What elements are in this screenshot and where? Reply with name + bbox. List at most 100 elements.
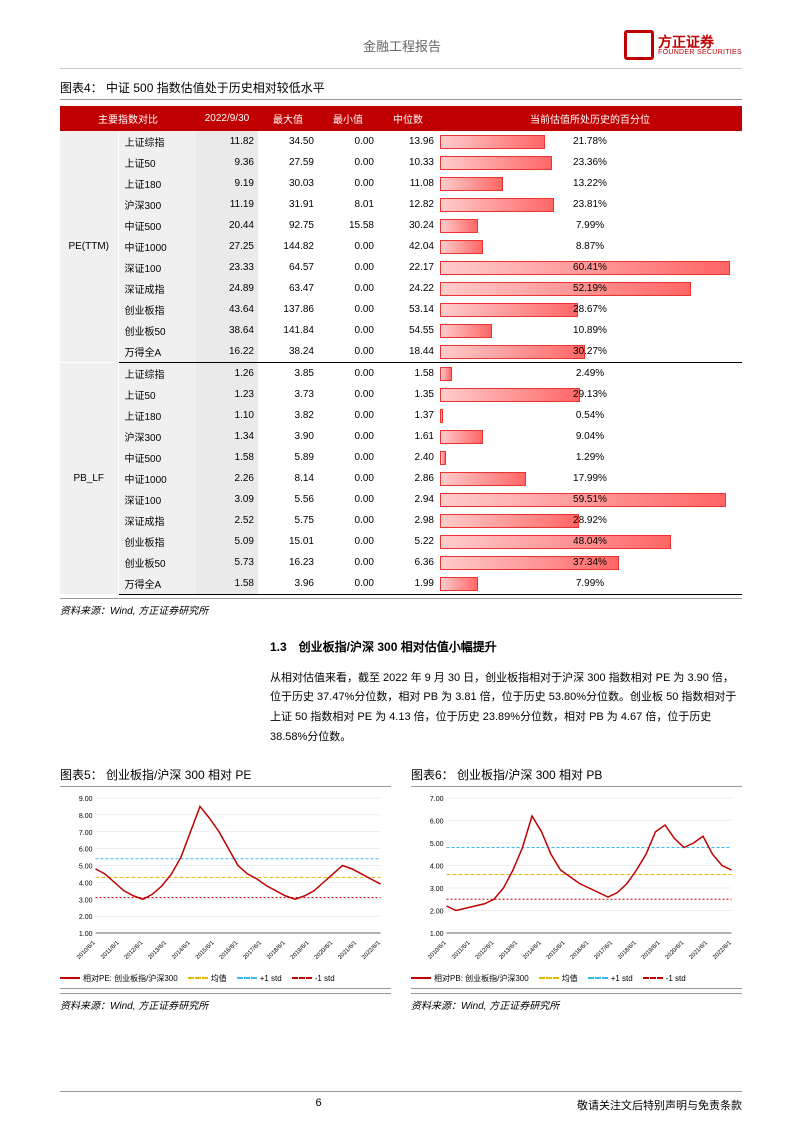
chart6-caption-text: 创业板指/沪深 300 相对 PB [457, 768, 602, 782]
svg-text:1.00: 1.00 [79, 931, 93, 938]
svg-text:3.00: 3.00 [430, 886, 444, 893]
table-caption-label: 图表4： [60, 81, 103, 95]
svg-text:4.00: 4.00 [79, 880, 93, 887]
table-row: 中证100027.25144.820.0042.048.87% [60, 236, 742, 257]
value-cell: 2.98 [378, 510, 438, 531]
value-cell: 0.00 [318, 299, 378, 320]
legend-label: -1 std [315, 974, 335, 983]
value-cell: 27.59 [258, 152, 318, 173]
svg-text:2018/6/1: 2018/6/1 [266, 939, 287, 960]
value-cell: 12.82 [378, 194, 438, 215]
value-cell: 1.58 [196, 447, 258, 468]
index-name: 上证50 [118, 152, 196, 173]
value-cell: 3.85 [258, 363, 318, 385]
table-row: 深证10023.3364.570.0022.1760.41% [60, 257, 742, 278]
value-cell: 0.00 [318, 405, 378, 426]
value-cell: 53.14 [378, 299, 438, 320]
svg-text:2017/6/1: 2017/6/1 [593, 939, 614, 960]
group-head: PE(TTM) [60, 131, 118, 363]
value-cell: 38.24 [258, 341, 318, 363]
svg-text:6.00: 6.00 [430, 818, 444, 825]
legend-item: 均值 [188, 973, 227, 984]
value-cell: 27.25 [196, 236, 258, 257]
pct-cell: 29.13% [438, 384, 742, 405]
col-head: 2022/9/30 [196, 106, 258, 131]
chart-right-col: 图表6： 创业板指/沪深 300 相对 PB 1.002.003.004.005… [411, 758, 742, 1012]
logo: 方正证券 FOUNDER SECURITIES [624, 30, 742, 60]
col-head: 主要指数对比 [60, 106, 196, 131]
svg-text:2016/6/1: 2016/6/1 [570, 939, 591, 960]
value-cell: 144.82 [258, 236, 318, 257]
logo-icon [624, 30, 654, 60]
index-name: 深证成指 [118, 510, 196, 531]
value-cell: 15.58 [318, 215, 378, 236]
legend-label: 均值 [562, 973, 578, 984]
svg-text:2015/6/1: 2015/6/1 [195, 939, 216, 960]
table-row: 万得全A1.583.960.001.997.99% [60, 573, 742, 595]
value-cell: 8.01 [318, 194, 378, 215]
legend-item: -1 std [643, 973, 686, 984]
svg-text:2014/6/1: 2014/6/1 [171, 939, 192, 960]
value-cell: 0.00 [318, 531, 378, 552]
value-cell: 2.86 [378, 468, 438, 489]
legend-label: -1 std [666, 974, 686, 983]
pct-cell: 60.41% [438, 257, 742, 278]
value-cell: 0.00 [318, 341, 378, 363]
legend-label: +1 std [260, 974, 282, 983]
value-cell: 24.89 [196, 278, 258, 299]
value-cell: 11.08 [378, 173, 438, 194]
col-head: 最小值 [318, 106, 378, 131]
value-cell: 31.91 [258, 194, 318, 215]
page-header: 金融工程报告 方正证券 FOUNDER SECURITIES [60, 30, 742, 69]
value-cell: 15.01 [258, 531, 318, 552]
table-row: 上证1801.103.820.001.370.54% [60, 405, 742, 426]
pct-cell: 23.81% [438, 194, 742, 215]
index-name: 创业板指 [118, 531, 196, 552]
pct-cell: 23.36% [438, 152, 742, 173]
pct-cell: 7.99% [438, 573, 742, 595]
value-cell: 5.09 [196, 531, 258, 552]
index-name: 万得全A [118, 341, 196, 363]
value-cell: 0.00 [318, 278, 378, 299]
table-row: 深证成指2.525.750.002.9828.92% [60, 510, 742, 531]
pct-cell: 28.67% [438, 299, 742, 320]
chart5-source: 资料来源：Wind, 方正证券研究所 [60, 993, 391, 1012]
index-name: 深证100 [118, 257, 196, 278]
chart5-caption-text: 创业板指/沪深 300 相对 PE [106, 768, 251, 782]
value-cell: 1.37 [378, 405, 438, 426]
svg-text:2019/6/1: 2019/6/1 [641, 939, 662, 960]
value-cell: 3.09 [196, 489, 258, 510]
value-cell: 1.26 [196, 363, 258, 385]
svg-text:2013/6/1: 2013/6/1 [498, 939, 519, 960]
chart6-caption: 图表6： 创业板指/沪深 300 相对 PB [411, 766, 742, 787]
table-row: 上证509.3627.590.0010.3323.36% [60, 152, 742, 173]
value-cell: 3.96 [258, 573, 318, 595]
legend-item: 均值 [539, 973, 578, 984]
value-cell: 23.33 [196, 257, 258, 278]
footer-disclaimer: 敬请关注文后特别声明与免责条款 [577, 1097, 742, 1113]
index-name: 中证500 [118, 215, 196, 236]
value-cell: 3.73 [258, 384, 318, 405]
index-name: 上证综指 [118, 363, 196, 385]
index-name: 上证50 [118, 384, 196, 405]
value-cell: 0.00 [318, 320, 378, 341]
value-cell: 30.24 [378, 215, 438, 236]
value-cell: 5.22 [378, 531, 438, 552]
value-cell: 137.86 [258, 299, 318, 320]
col-head: 当前估值所处历史的百分位 [438, 106, 742, 131]
svg-text:2010/6/1: 2010/6/1 [76, 939, 97, 960]
value-cell: 1.61 [378, 426, 438, 447]
svg-text:9.00: 9.00 [79, 796, 93, 803]
index-name: 中证1000 [118, 236, 196, 257]
svg-text:3.00: 3.00 [79, 897, 93, 904]
value-cell: 5.73 [196, 552, 258, 573]
value-cell: 3.90 [258, 426, 318, 447]
logo-cn: 方正证券 [658, 35, 742, 49]
value-cell: 0.00 [318, 173, 378, 194]
table-row: PE(TTM)上证综指11.8234.500.0013.9621.78% [60, 131, 742, 152]
value-cell: 2.40 [378, 447, 438, 468]
svg-text:4.00: 4.00 [430, 863, 444, 870]
pct-cell: 21.78% [438, 131, 742, 152]
value-cell: 6.36 [378, 552, 438, 573]
svg-text:2011/6/1: 2011/6/1 [100, 939, 121, 960]
